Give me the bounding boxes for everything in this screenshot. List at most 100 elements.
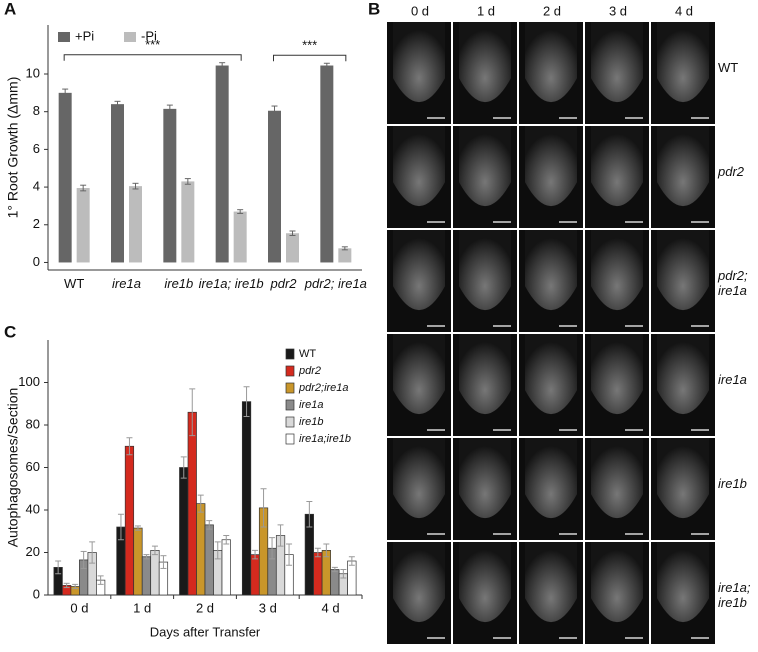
- x-tick-label: 3 d: [259, 600, 277, 615]
- legend-label: ire1a;ire1b: [299, 433, 351, 445]
- y-axis-label: 1° Root Growth (Δmm): [5, 77, 21, 219]
- bar: [347, 560, 357, 596]
- legend-swatch: [285, 399, 295, 411]
- root-tip: [591, 22, 643, 103]
- y-tick-label: 2: [33, 216, 40, 231]
- legend-label: +Pi: [75, 28, 94, 43]
- y-tick-label: 0: [33, 254, 40, 269]
- bar: [320, 65, 334, 263]
- error-bar: [184, 178, 191, 185]
- bar: [181, 181, 195, 263]
- x-tick-label: 1 d: [133, 600, 151, 615]
- error-bar: [63, 582, 70, 589]
- bar: [76, 188, 90, 263]
- error-bar: [62, 88, 69, 98]
- root-tip: [393, 22, 445, 103]
- root-tip: [525, 438, 577, 519]
- root-tip: [459, 334, 511, 415]
- significance-bracket: [63, 54, 242, 61]
- row-label: ire1b: [718, 476, 747, 491]
- panel-letter: C: [4, 322, 16, 341]
- root-tip: [525, 230, 577, 311]
- x-tick-label: 4 d: [322, 600, 340, 615]
- bar: [233, 211, 247, 263]
- y-tick-label: 6: [33, 141, 40, 156]
- root-tip: [657, 22, 709, 103]
- bar: [150, 550, 160, 596]
- error-bar: [243, 386, 250, 417]
- bar: [179, 467, 189, 596]
- legend-label: ire1b: [299, 416, 323, 428]
- significance-bracket: [273, 54, 347, 62]
- y-tick-label: 20: [26, 544, 40, 559]
- root-tip: [525, 334, 577, 415]
- bar: [129, 186, 142, 263]
- bar: [338, 248, 352, 263]
- bar: [141, 556, 152, 596]
- column-label: 2 d: [543, 3, 561, 18]
- root-tip: [657, 334, 709, 415]
- row-label: ire1a: [718, 372, 747, 387]
- error-bar: [206, 520, 213, 530]
- error-bar: [55, 560, 62, 575]
- root-tip: [393, 438, 445, 519]
- legend-swatch: [285, 416, 295, 428]
- root-tip: [459, 126, 511, 207]
- root-tip: [657, 542, 709, 623]
- error-bar: [214, 541, 221, 560]
- error-bar: [306, 501, 313, 528]
- error-bar: [151, 545, 158, 556]
- root-tip: [525, 22, 577, 103]
- error-bar: [341, 246, 348, 251]
- bar: [221, 539, 231, 596]
- root-tip: [393, 334, 445, 415]
- root-tip: [591, 126, 643, 207]
- panel-letter: B: [368, 0, 380, 18]
- legend-label: pdr2;ire1a: [298, 382, 349, 394]
- error-bar: [269, 537, 276, 560]
- error-bar: [134, 525, 141, 531]
- row-label: pdr2: [718, 164, 745, 179]
- bar: [187, 411, 197, 596]
- bar: [196, 503, 206, 596]
- y-tick-label: 0: [33, 586, 40, 601]
- error-bar: [340, 569, 347, 579]
- x-tick-label: 2 d: [196, 600, 214, 615]
- error-bar: [80, 550, 87, 569]
- error-bar: [331, 566, 338, 573]
- error-bar: [126, 437, 133, 456]
- bar: [250, 554, 260, 596]
- error-bar: [97, 575, 104, 585]
- root-tip: [459, 542, 511, 623]
- error-bar: [277, 524, 284, 547]
- root-tip: [591, 542, 643, 623]
- error-bar: [189, 388, 196, 437]
- root-tip: [657, 126, 709, 207]
- error-bar: [271, 105, 278, 116]
- root-tip: [393, 126, 445, 207]
- bar: [163, 108, 177, 263]
- error-bar: [323, 62, 330, 69]
- root-tip: [459, 230, 511, 311]
- root-tip: [591, 334, 643, 415]
- panel-letter: A: [4, 0, 16, 18]
- legend-label: WT: [299, 348, 316, 360]
- root-tip: [591, 230, 643, 311]
- root-tip: [657, 230, 709, 311]
- y-axis-label: Autophagosomes/Section: [5, 388, 21, 548]
- y-tick-label: 40: [26, 501, 40, 516]
- column-label: 1 d: [477, 3, 495, 18]
- row-label: ire1a; ire1b: [718, 580, 751, 610]
- legend-swatch: [124, 32, 136, 42]
- error-bar: [252, 549, 259, 560]
- x-tick-label: WT: [64, 276, 85, 291]
- y-tick-label: 4: [33, 179, 40, 194]
- bar: [330, 569, 340, 596]
- root-tip: [393, 230, 445, 311]
- x-tick-label: 0 d: [70, 600, 88, 615]
- legend-swatch: [285, 382, 295, 394]
- x-tick-label: ire1b: [164, 276, 194, 291]
- x-tick-label: pdr2: [270, 276, 297, 291]
